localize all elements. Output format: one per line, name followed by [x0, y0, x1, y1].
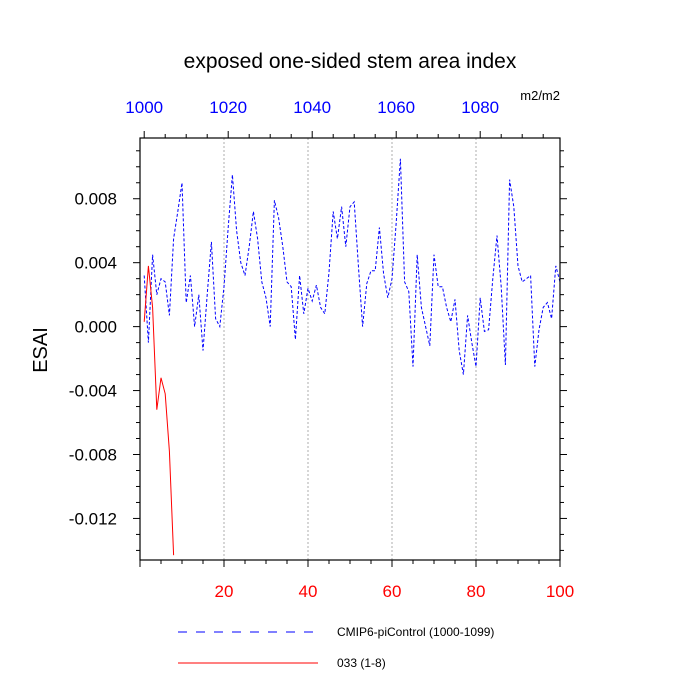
x-tick-label: 100 — [546, 582, 574, 601]
x-tick-label: 20 — [215, 582, 234, 601]
x-tick-label: 60 — [383, 582, 402, 601]
legend: CMIP6-piControl (1000-1099) 033 (1-8) — [178, 625, 494, 670]
tick-labels: 20 40 60 80 100 1000 1020 1040 1060 1080 0.008 0.00… — [69, 98, 574, 601]
y-tick-label: 0.004 — [74, 254, 117, 273]
y-tick-label: 0.000 — [74, 318, 117, 337]
top-tick-label: 1020 — [209, 98, 247, 117]
plot-frame — [139, 137, 561, 561]
top-tick-label: 1080 — [461, 98, 499, 117]
grid — [223, 138, 477, 560]
top-tick-label: 1060 — [377, 98, 415, 117]
series-line-2 — [143, 265, 175, 556]
series-line-1 — [143, 158, 561, 375]
y-tick-label: 0.008 — [74, 190, 117, 209]
x-tick-label: 80 — [467, 582, 486, 601]
y-tick-label: -0.004 — [69, 382, 117, 401]
chart-title: exposed one-sided stem area index — [184, 50, 517, 73]
top-tick-label: 1040 — [293, 98, 331, 117]
x-tick-label: 40 — [299, 582, 318, 601]
y-tick-label: -0.008 — [69, 446, 117, 465]
y-axis-label: ESAI — [30, 327, 52, 373]
units-label: m2/m2 — [520, 88, 560, 103]
legend-label-1: CMIP6-piControl (1000-1099) — [337, 625, 494, 639]
series-group — [143, 158, 561, 556]
y-tick-label: -0.012 — [69, 509, 117, 528]
legend-label-2: 033 (1-8) — [337, 656, 386, 670]
top-tick-label: 1000 — [125, 98, 163, 117]
axis-ticks — [133, 131, 567, 567]
